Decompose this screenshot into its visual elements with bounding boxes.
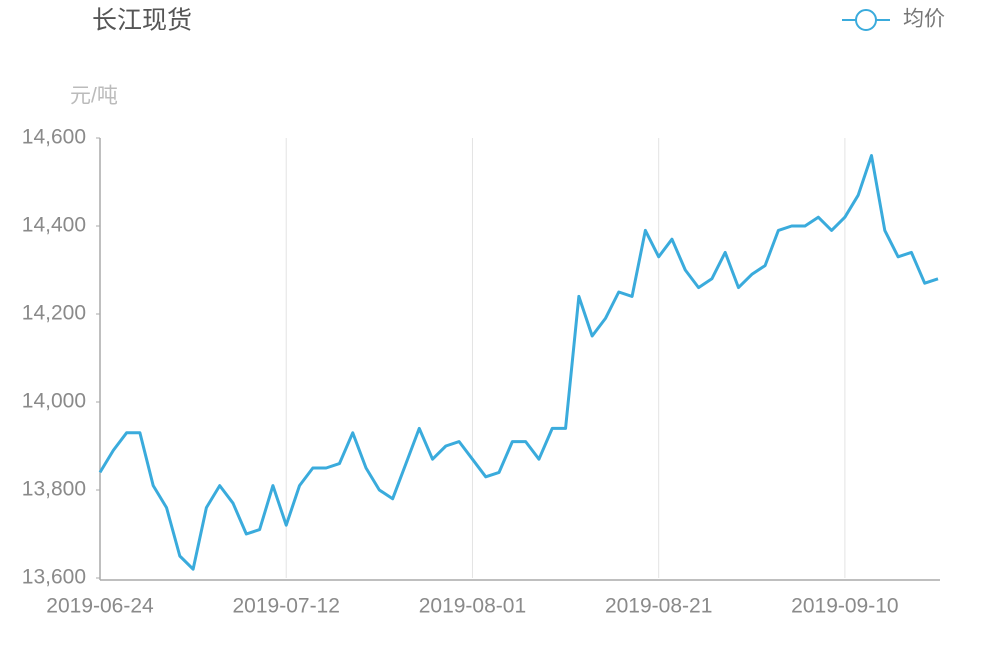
chart-title: 长江现货 — [92, 7, 192, 35]
legend-label: 均价 — [903, 8, 945, 31]
y-tick-label: 14,600 — [22, 126, 86, 149]
x-tick-label: 2019-09-10 — [791, 595, 898, 618]
x-tick-label: 2019-08-01 — [419, 595, 526, 618]
legend: 均价 — [842, 8, 945, 31]
y-tick-label: 13,600 — [22, 566, 86, 589]
x-tick-label: 2019-07-12 — [233, 595, 340, 618]
y-tick-label: 13,800 — [22, 478, 86, 501]
y-tick-label: 14,000 — [22, 390, 86, 413]
x-tick-label: 2019-08-21 — [605, 595, 712, 618]
x-tick-label: 2019-06-24 — [46, 595, 154, 618]
y-tick-label: 14,200 — [22, 302, 86, 325]
legend-marker — [855, 9, 877, 31]
y-tick-label: 14,400 — [22, 214, 86, 237]
y-axis-unit: 元/吨 — [70, 85, 118, 108]
data-line — [98, 154, 939, 571]
